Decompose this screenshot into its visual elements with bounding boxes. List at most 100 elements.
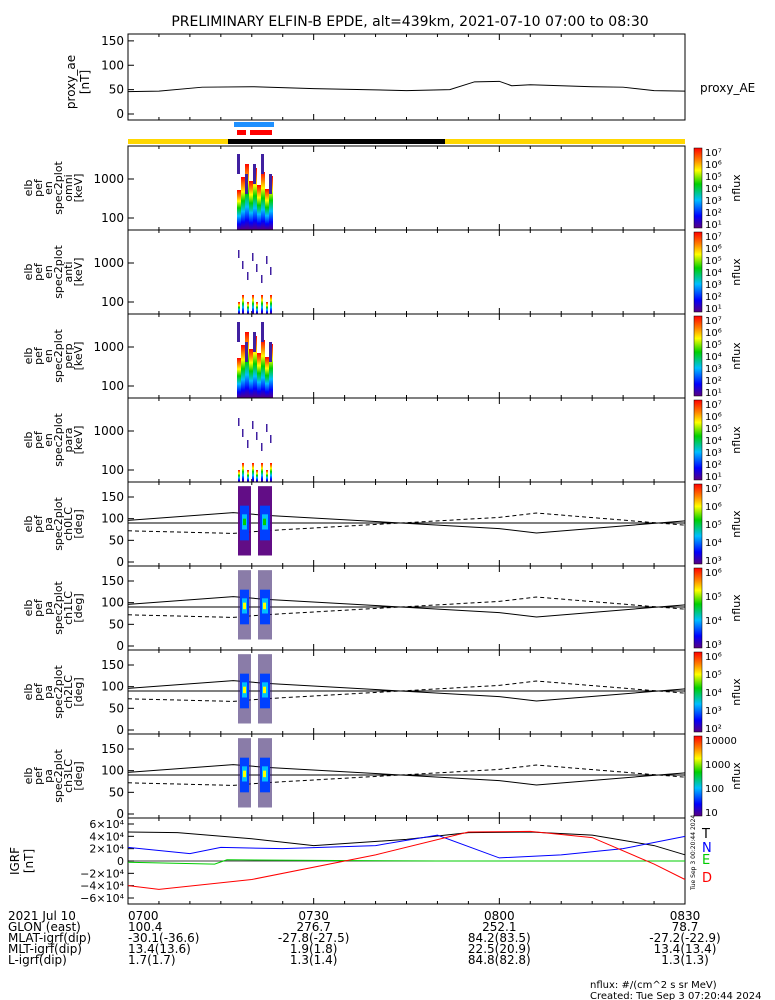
pa-panel-2-ylabel: pa bbox=[42, 601, 55, 615]
energy-panel-2-ylabel: elb bbox=[22, 264, 35, 281]
energy-panel-1-spectrum-column bbox=[261, 154, 264, 174]
energy-panel-2-colorbar-tick: 10² bbox=[705, 292, 722, 303]
pa-panel-2-ylabel: pef bbox=[32, 598, 45, 617]
energy-panel-3-spectrum-column bbox=[269, 342, 272, 362]
energy-panel-2-spectrum-column bbox=[270, 295, 272, 314]
pa-panel-4-spectrum-block bbox=[243, 770, 246, 778]
pa-panel-1-ytick-label: 100 bbox=[101, 512, 124, 526]
pa-panel-1-ylabel: pef bbox=[32, 514, 45, 533]
pa-panel-1-ylabel: pa bbox=[42, 517, 55, 531]
ephemeris-value: 84.8(82.8) bbox=[468, 953, 531, 967]
energy-panel-3-ylabel: [keV] bbox=[72, 342, 85, 371]
igrf-n-line bbox=[127, 834, 686, 859]
energy-panel-2-spectrum-column bbox=[247, 302, 249, 314]
pa-panel-3-ylabel: elb bbox=[22, 684, 35, 701]
pa-panel-1-spectrum-block bbox=[243, 518, 246, 526]
pa-panel-3-spectrum-block bbox=[243, 686, 246, 694]
energy-panel-1-colorbar-tick: 10⁵ bbox=[705, 172, 722, 183]
energy-panel-2-colorbar-label: nflux bbox=[730, 258, 743, 286]
ae-ylabel-1: proxy_ae bbox=[64, 55, 78, 109]
energy-panel-1-colorbar-tick: 10¹ bbox=[705, 220, 722, 231]
pa-panel-3-colorbar-tick: 10² bbox=[705, 724, 722, 735]
pa-panel-2-ytick-label: 0 bbox=[116, 639, 124, 653]
energy-panel-4-colorbar-tick: 10¹ bbox=[705, 472, 722, 483]
pa-panel-4-ytick-label: 150 bbox=[101, 742, 124, 756]
energy-panel-4-ytick-label: 100 bbox=[101, 463, 124, 477]
pa-panel-2-ytick-label: 50 bbox=[109, 617, 124, 631]
energy-panel-3-spectrum-column bbox=[241, 345, 245, 398]
energy-panel-2-colorbar-tick: 10⁶ bbox=[705, 244, 722, 255]
status-bar-yellow-left bbox=[128, 139, 228, 144]
energy-panel-3-ylabel: spec2plot bbox=[52, 329, 65, 383]
energy-panel-3-ytick-label: 100 bbox=[101, 379, 124, 393]
pa-panel-2-loss-cone-lower bbox=[127, 596, 686, 618]
pa-panel-4-loss-cone-lower bbox=[127, 764, 686, 786]
igrf-timestamp: Tue Sep 3 00:20:44 2024 bbox=[690, 815, 697, 891]
igrf-legend-d: D bbox=[702, 871, 712, 886]
ephemeris-value: -27.8(-27.5) bbox=[278, 931, 349, 945]
pa-panel-3-ylabel: spec2plot bbox=[52, 665, 65, 719]
energy-panel-2-spectrum-column bbox=[261, 295, 263, 314]
energy-panel-2-ylabel: pef bbox=[32, 262, 45, 281]
pa-panel-4-ytick-label: 100 bbox=[101, 764, 124, 778]
energy-panel-1-spectrum-column bbox=[245, 164, 249, 230]
pa-panel-1-ylabel: elb bbox=[22, 516, 35, 533]
energy-panel-3-spectrum-column bbox=[237, 358, 241, 398]
ephemeris-value: 0830 bbox=[670, 909, 701, 923]
pa-panel-3-spectrum-block bbox=[263, 686, 266, 694]
pa-panel-2-colorbar-tick: 10⁵ bbox=[705, 592, 722, 603]
pa-panel-1-ytick-label: 150 bbox=[101, 490, 124, 504]
igrf-ytick-label: −6×10⁴ bbox=[80, 892, 124, 905]
energy-panel-3-spectrum-column bbox=[261, 340, 265, 398]
energy-panel-4-spectrum-column bbox=[238, 470, 240, 482]
energy-panel-4-spectrum-column bbox=[247, 470, 249, 482]
pa-panel-2-spectrum-block bbox=[243, 602, 246, 610]
energy-panel-2-spectrum-column bbox=[256, 264, 258, 272]
energy-panel-1-ylabel: omni bbox=[62, 174, 75, 201]
energy-panel-1-ylabel: spec2plot bbox=[52, 161, 65, 215]
energy-panel-2-spectrum-column bbox=[270, 267, 272, 275]
pa-panel-4-colorbar-tick: 10000 bbox=[705, 736, 737, 747]
energy-panel-2-spectrum-column bbox=[256, 302, 258, 314]
energy-panel-4: 1000100elbpefenspec2plotpara[keV]10⁷10⁶1… bbox=[22, 397, 743, 483]
energy-panel-2: 1000100elbpefenspec2plotanti[keV]10⁷10⁶1… bbox=[22, 229, 743, 315]
energy-panel-1-spectrum-column bbox=[237, 190, 241, 230]
energy-panel-3-ylabel: elb bbox=[22, 348, 35, 365]
energy-panel-2-spectrum-column bbox=[266, 256, 268, 264]
energy-panel-3-spectrum-column bbox=[265, 357, 269, 398]
energy-panel-2-ylabel: anti bbox=[62, 261, 75, 282]
pa-panel-4-ylabel: ch3LC bbox=[62, 759, 75, 793]
pitch-angle-panels: 150100500elbpefpaspec2plotch0LC[deg]10⁷1… bbox=[22, 481, 743, 821]
energy-panel-3-ylabel: en bbox=[42, 349, 55, 363]
energy-panel-3-spectrum-column bbox=[253, 332, 256, 352]
pa-panel-3-colorbar-tick: 10⁶ bbox=[705, 652, 722, 663]
pa-panel-2-ytick-label: 100 bbox=[101, 596, 124, 610]
energy-panel-1-ytick-label: 1000 bbox=[93, 172, 124, 186]
pa-panel-1-colorbar-tick: 10³ bbox=[705, 556, 722, 567]
pa-panel-2-colorbar bbox=[693, 567, 703, 649]
ae-ylabel-2: [nT] bbox=[78, 70, 92, 94]
pa-panel-4-ytick-label: 50 bbox=[109, 785, 124, 799]
energy-panel-1-colorbar-tick: 10³ bbox=[705, 196, 722, 207]
energy-panel-2-ylabel: en bbox=[42, 265, 55, 279]
pa-panel-3-ytick-label: 150 bbox=[101, 658, 124, 672]
energy-panel-2-colorbar-tick: 10⁴ bbox=[705, 268, 722, 279]
ae-panel: 150 100 50 0 proxy_ae [nT] proxy_AE bbox=[64, 33, 755, 121]
energy-panel-4-colorbar-tick: 10³ bbox=[705, 448, 722, 459]
energy-panel-1-spectrum-column bbox=[253, 168, 257, 230]
energy-panel-1-frame bbox=[127, 145, 686, 231]
footer-units: nflux: #/(cm^2 s sr MeV) bbox=[590, 980, 717, 991]
energy-panel-4-colorbar-tick: 10⁴ bbox=[705, 436, 722, 447]
energy-panel-1-spectrum-column bbox=[269, 176, 273, 230]
igrf-lines bbox=[127, 830, 686, 890]
pa-panel-1-ylabel: spec2plot bbox=[52, 497, 65, 551]
pa-panel-3-colorbar-tick: 10⁵ bbox=[705, 670, 722, 681]
energy-panel-2-ylabel: [keV] bbox=[72, 258, 85, 287]
pa-panel-2-colorbar-tick: 10³ bbox=[705, 640, 722, 651]
ae-ytick-label: 0 bbox=[116, 107, 124, 121]
ephemeris-row-label: 2021 Jul 10 bbox=[8, 909, 76, 923]
pa-panel-3-colorbar-tick: 10⁴ bbox=[705, 688, 722, 699]
energy-panel-4-spectrum-column bbox=[270, 463, 272, 482]
ae-ytick-label: 150 bbox=[101, 34, 124, 48]
